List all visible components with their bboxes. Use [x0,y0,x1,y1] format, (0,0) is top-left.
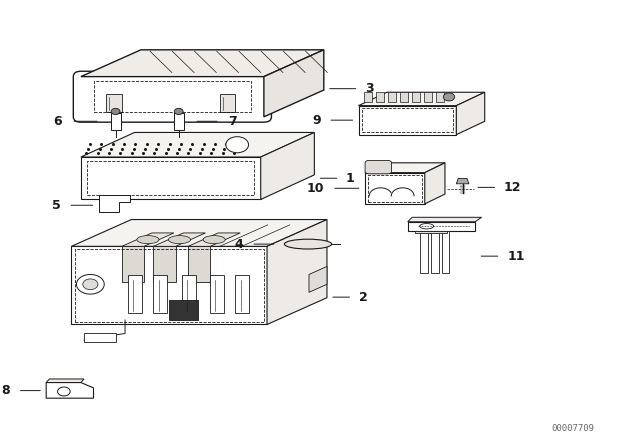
Polygon shape [236,276,250,313]
Polygon shape [365,163,445,172]
Polygon shape [358,106,456,135]
Polygon shape [436,92,444,102]
FancyBboxPatch shape [365,160,392,174]
Ellipse shape [168,236,191,244]
Polygon shape [412,92,420,102]
Circle shape [444,93,454,101]
Text: 00007709: 00007709 [552,424,595,433]
Polygon shape [46,383,93,398]
Polygon shape [424,92,433,102]
Polygon shape [408,222,476,231]
Circle shape [111,108,120,115]
Circle shape [83,279,98,290]
Polygon shape [122,233,174,246]
Circle shape [76,275,104,294]
Polygon shape [400,92,408,102]
Polygon shape [211,276,224,313]
Polygon shape [84,333,116,342]
Polygon shape [72,246,267,324]
Ellipse shape [284,239,332,249]
Circle shape [58,387,70,396]
Ellipse shape [137,236,159,244]
Text: 4: 4 [235,237,244,250]
Polygon shape [169,300,198,320]
Text: 2: 2 [358,291,367,304]
Text: 1: 1 [346,172,355,185]
Text: 8: 8 [1,384,10,397]
Polygon shape [264,50,324,117]
Polygon shape [220,95,236,112]
Polygon shape [173,113,184,130]
Polygon shape [182,276,196,313]
Polygon shape [456,178,469,184]
Ellipse shape [420,224,434,229]
Text: 12: 12 [504,181,521,194]
Polygon shape [72,220,327,246]
Polygon shape [309,267,327,293]
Polygon shape [408,217,481,222]
Polygon shape [154,276,167,313]
Polygon shape [391,188,414,196]
Polygon shape [154,246,175,282]
Text: 6: 6 [53,115,62,128]
Polygon shape [425,163,445,204]
Text: 5: 5 [52,199,61,212]
Polygon shape [188,246,211,282]
Polygon shape [369,188,392,196]
FancyBboxPatch shape [74,71,271,122]
Polygon shape [122,246,144,282]
Text: 11: 11 [508,250,525,263]
Text: 9: 9 [312,114,321,127]
Polygon shape [365,172,425,204]
Circle shape [174,108,183,115]
Polygon shape [111,113,121,130]
Polygon shape [106,95,122,112]
Polygon shape [188,233,240,246]
Polygon shape [376,92,385,102]
Circle shape [226,137,248,153]
Text: 3: 3 [365,82,374,95]
Polygon shape [388,92,396,102]
Polygon shape [456,92,484,135]
Polygon shape [358,92,484,106]
Polygon shape [81,157,260,199]
Polygon shape [260,133,314,199]
Polygon shape [81,133,314,157]
Polygon shape [46,379,84,383]
Text: 7: 7 [228,115,237,128]
Polygon shape [267,220,327,324]
Polygon shape [81,50,324,77]
Ellipse shape [203,236,225,244]
Polygon shape [415,231,447,233]
Polygon shape [364,92,372,102]
Polygon shape [442,231,449,273]
Polygon shape [154,233,205,246]
Text: 10: 10 [307,182,324,195]
Polygon shape [128,276,142,313]
Polygon shape [99,195,130,212]
Polygon shape [420,231,428,273]
Polygon shape [431,231,438,273]
